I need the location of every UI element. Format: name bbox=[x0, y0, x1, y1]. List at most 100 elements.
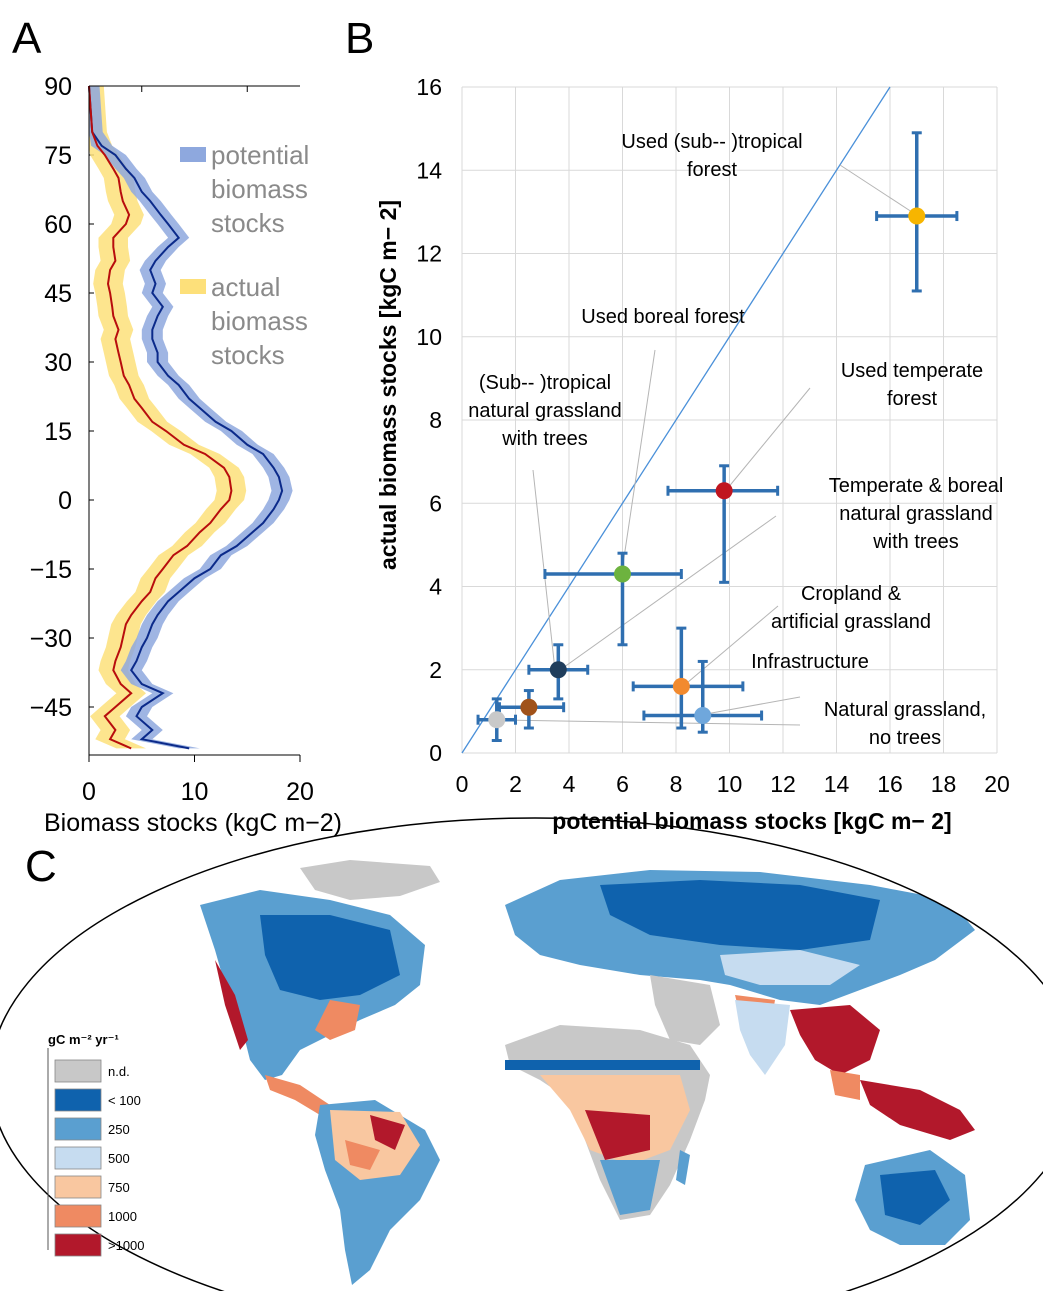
point-label: Cropland & bbox=[801, 583, 902, 605]
scatter-point bbox=[694, 707, 712, 725]
point-label: natural grassland bbox=[839, 503, 992, 525]
b-y-tick-label: 6 bbox=[429, 490, 442, 516]
b-y-tick-label: 10 bbox=[416, 324, 442, 350]
b-x-tick-label: 2 bbox=[509, 771, 522, 797]
a-legend-swatch bbox=[180, 147, 206, 162]
scatter-point bbox=[520, 698, 538, 716]
map-legend-swatch bbox=[54, 1204, 102, 1228]
a-x-axis-label: Biomass stocks (kgC m−2) bbox=[44, 809, 342, 837]
a-y-tick-label: 45 bbox=[44, 280, 72, 308]
scatter-point bbox=[488, 711, 506, 729]
map-legend-label: 500 bbox=[108, 1151, 130, 1166]
scatter-point bbox=[908, 207, 926, 225]
point-label: Used temperate bbox=[841, 360, 983, 382]
b-y-tick-label: 12 bbox=[416, 241, 442, 267]
a-y-tick-label: 90 bbox=[44, 73, 72, 101]
a-legend: potential biomass stocks actual biomass stock… bbox=[180, 140, 309, 370]
b-y-tick-label: 0 bbox=[429, 740, 442, 766]
map-legend-label: 750 bbox=[108, 1180, 130, 1195]
map-legend-title: gC m⁻² yr⁻¹ bbox=[48, 1032, 119, 1047]
b-x-tick-label: 20 bbox=[984, 771, 1010, 797]
map-legend-swatch bbox=[54, 1088, 102, 1112]
a-legend-label: stocks bbox=[211, 340, 285, 370]
b-y-tick-label: 14 bbox=[416, 157, 442, 183]
leader-line bbox=[680, 605, 779, 689]
point-label: with trees bbox=[872, 531, 959, 553]
a-line-actual bbox=[88, 85, 233, 750]
b-x-tick-label: 10 bbox=[717, 771, 743, 797]
b-x-tick-label: 4 bbox=[563, 771, 576, 797]
leader-line bbox=[621, 349, 656, 572]
b-x-tick-label: 8 bbox=[670, 771, 683, 797]
map-legend-swatch bbox=[54, 1117, 102, 1141]
leader-line bbox=[705, 696, 801, 715]
a-line-potential bbox=[88, 85, 284, 750]
point-label: Infrastructure bbox=[751, 651, 869, 673]
panel-a-chart: 90 75 60 45 30 15 0 −15 −30 −45 0 10 20 Biomass sto… bbox=[30, 73, 342, 837]
scatter-point bbox=[715, 482, 733, 500]
panel-a-letter: A bbox=[12, 14, 42, 63]
a-legend-label: biomass bbox=[211, 174, 308, 204]
a-y-tick-label: 30 bbox=[44, 349, 72, 377]
a-band-potential bbox=[89, 86, 293, 749]
leader-line bbox=[839, 164, 916, 215]
a-y-tick-label: 75 bbox=[44, 142, 72, 170]
a-y-tick-label: 15 bbox=[44, 418, 72, 446]
leader-line bbox=[496, 719, 801, 726]
b-x-tick-label: 14 bbox=[824, 771, 850, 797]
scatter-point bbox=[549, 661, 567, 679]
one-to-one-line bbox=[461, 86, 891, 754]
panel-b-chart: 0 2 4 6 8 10 12 14 16 18 20 0 2 4 6 8 10 12 14 16 Used (sub… bbox=[375, 74, 1010, 834]
a-band-actual bbox=[89, 86, 247, 749]
b-x-tick-label: 18 bbox=[931, 771, 957, 797]
a-y-tick-label: −15 bbox=[30, 556, 72, 584]
leader-line bbox=[559, 515, 777, 671]
point-label: Used boreal forest bbox=[581, 306, 745, 328]
b-y-tick-label: 2 bbox=[429, 657, 442, 683]
b-y-tick-label: 4 bbox=[429, 574, 442, 600]
a-legend-swatch bbox=[180, 279, 206, 294]
map-legend-label: >1000 bbox=[108, 1238, 145, 1253]
a-legend-label: potential bbox=[211, 140, 309, 170]
scatter-point bbox=[672, 677, 690, 695]
b-x-tick-label: 0 bbox=[456, 771, 469, 797]
point-label: (Sub‐‐ )tropical bbox=[479, 372, 611, 394]
point-label: Used (sub‐‐ )tropical bbox=[621, 131, 802, 153]
map-boundary bbox=[0, 817, 1043, 1291]
a-y-tick-labels: 90 75 60 45 30 15 0 −15 −30 −45 bbox=[30, 73, 94, 722]
a-y-tick-label: 60 bbox=[44, 211, 72, 239]
point-label: no trees bbox=[869, 727, 941, 749]
a-x-tick-label: 20 bbox=[286, 778, 314, 806]
point-label: with trees bbox=[501, 428, 588, 450]
a-y-tick-label: 0 bbox=[58, 487, 72, 515]
b-x-tick-label: 16 bbox=[877, 771, 903, 797]
scatter-point bbox=[614, 565, 631, 583]
a-bands bbox=[89, 86, 293, 749]
b-tick-labels: 0 2 4 6 8 10 12 14 16 18 20 0 2 4 6 8 10 12 14 16 bbox=[416, 74, 1009, 797]
a-y-tick-label: −45 bbox=[30, 694, 72, 722]
point-label: artificial grassland bbox=[771, 611, 931, 633]
point-label: forest bbox=[687, 159, 737, 181]
map-legend-label: < 100 bbox=[108, 1093, 141, 1108]
b-x-tick-label: 6 bbox=[616, 771, 629, 797]
map-legend-swatch bbox=[54, 1233, 102, 1257]
map-legend-label: 250 bbox=[108, 1122, 130, 1137]
map-legend-label: n.d. bbox=[108, 1064, 130, 1079]
map-legend-swatch bbox=[54, 1059, 102, 1083]
leader-line bbox=[726, 387, 811, 490]
b-y-tick-label: 8 bbox=[429, 407, 442, 433]
map-legend: gC m⁻² yr⁻¹ n.d. < 100 250 500 750 1000 >1000 bbox=[47, 1032, 145, 1257]
map-legend-swatch bbox=[54, 1146, 102, 1170]
b-points bbox=[488, 207, 926, 729]
b-point-labels: Used (sub‐‐ )tropical forest Used temperat… bbox=[468, 131, 1003, 749]
point-label: natural grassland bbox=[468, 400, 621, 422]
a-x-tick-labels: 0 10 20 bbox=[82, 86, 314, 806]
panel-c-letter: C bbox=[25, 842, 57, 891]
a-legend-label: actual bbox=[211, 272, 280, 302]
a-legend-label: biomass bbox=[211, 306, 308, 336]
point-label: Natural grassland, bbox=[824, 699, 986, 721]
map-legend-label: 1000 bbox=[108, 1209, 137, 1224]
panel-b-letter: B bbox=[345, 14, 375, 63]
a-lines bbox=[88, 85, 284, 750]
